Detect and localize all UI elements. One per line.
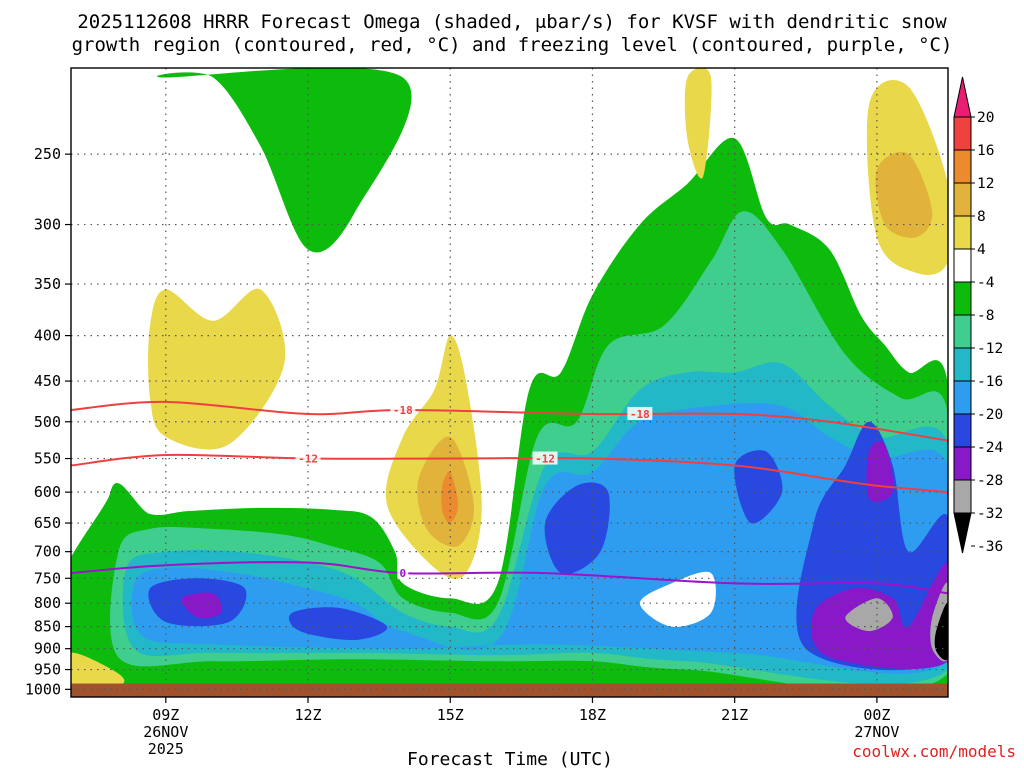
chart-title-line-1: 2025112608 HRRR Forecast Omega (shaded, … bbox=[77, 11, 947, 33]
x-tick-label: 18Z bbox=[579, 706, 606, 724]
colorbar-label: -32 bbox=[977, 506, 1003, 522]
colorbar-label: -24 bbox=[977, 440, 1003, 456]
x-tick-label: 12Z bbox=[294, 706, 321, 724]
svg-text:0: 0 bbox=[400, 567, 407, 580]
plot-frame bbox=[70, 67, 949, 698]
omega-region--20-7 bbox=[544, 482, 610, 575]
colorbar-label: -16 bbox=[977, 374, 1003, 390]
colorbar-segment bbox=[953, 215, 972, 250]
colorbar-top-arrow bbox=[953, 76, 972, 118]
colorbar-segment bbox=[953, 182, 972, 217]
omega-region--20-8 bbox=[734, 450, 783, 524]
colorbar: 20 16 12 8 4 -4 -8 -12 -16 -20 -24 -28 -32 -36 bbox=[953, 76, 1003, 555]
y-tick-label: 1000 bbox=[25, 680, 61, 698]
colorbar-label: 12 bbox=[977, 176, 994, 192]
colorbar-label: -36 bbox=[977, 539, 1003, 555]
x-tick-label: 15Z bbox=[437, 706, 464, 724]
omega-region--20-6 bbox=[288, 607, 388, 641]
omega-region--28-13 bbox=[845, 598, 893, 632]
temperature-contour--12 bbox=[71, 453, 948, 494]
colorbar-segment bbox=[953, 248, 972, 283]
contour-label--18: -18 bbox=[627, 406, 653, 421]
omega-region--4-0 bbox=[157, 68, 412, 253]
colorbar-label: 20 bbox=[977, 110, 994, 126]
colorbar-segment bbox=[953, 413, 972, 448]
svg-text:-12: -12 bbox=[298, 453, 318, 466]
colorbar-segment bbox=[953, 281, 972, 316]
y-tick-label: 950 bbox=[34, 661, 61, 679]
x-tick-date: 27NOV bbox=[854, 723, 899, 741]
y-tick-label: 600 bbox=[34, 483, 61, 501]
y-tick-label: 650 bbox=[34, 514, 61, 532]
y-tick-label: 250 bbox=[34, 145, 61, 163]
terrain-surface bbox=[71, 683, 948, 697]
y-tick-label: 350 bbox=[34, 275, 61, 293]
omega-region-0-24 bbox=[639, 571, 716, 627]
svg-text:-18: -18 bbox=[630, 408, 650, 421]
y-tick-label: 750 bbox=[34, 569, 61, 587]
colorbar-segment bbox=[953, 446, 972, 481]
colorbar-segment bbox=[953, 479, 972, 514]
x-tick-label: 00Z bbox=[863, 706, 890, 724]
contour-label-0: 0 bbox=[397, 566, 409, 580]
temperature-contour-0 bbox=[71, 561, 948, 595]
colorbar-segment bbox=[953, 116, 972, 151]
chart-title-line-2: growth region (contoured, red, °C) and f… bbox=[72, 34, 953, 56]
watermark-text: coolwx.com/models bbox=[852, 742, 1016, 761]
x-tick-date: 26NOV bbox=[143, 723, 188, 741]
colorbar-label: -20 bbox=[977, 407, 1003, 423]
x-tick-label: 21Z bbox=[721, 706, 748, 724]
omega-region--24-10 bbox=[181, 592, 222, 619]
colorbar-label: 8 bbox=[977, 209, 986, 225]
svg-text:-18: -18 bbox=[393, 404, 413, 417]
colorbar-segment bbox=[953, 149, 972, 184]
omega-region-4-23 bbox=[71, 652, 125, 689]
y-tick-label: 850 bbox=[34, 618, 61, 636]
contour-label--12: -12 bbox=[295, 451, 321, 466]
contour-label--18: -18 bbox=[390, 402, 416, 417]
contour-label--12: -12 bbox=[532, 451, 558, 466]
plot-area bbox=[71, 68, 948, 697]
svg-text:-12: -12 bbox=[535, 453, 555, 466]
colorbar-segment bbox=[953, 347, 972, 382]
y-tick-label: 400 bbox=[34, 327, 61, 345]
contour-layer: -18 -18 -12 -12 0 bbox=[71, 400, 948, 595]
y-tick-label: 500 bbox=[34, 413, 61, 431]
colorbar-label: -8 bbox=[977, 308, 994, 324]
y-tick-label: 900 bbox=[34, 640, 61, 658]
x-tick-year: 2025 bbox=[148, 740, 184, 758]
y-tick-label: 450 bbox=[34, 372, 61, 390]
colorbar-label: -12 bbox=[977, 341, 1003, 357]
x-tick-label: 09Z bbox=[152, 706, 179, 724]
colorbar-label: -28 bbox=[977, 473, 1003, 489]
temperature-contour--18 bbox=[71, 400, 948, 442]
x-axis-label: Forecast Time (UTC) bbox=[407, 749, 613, 768]
y-tick-label: 550 bbox=[34, 450, 61, 468]
colorbar-label: -4 bbox=[977, 275, 995, 291]
colorbar-label: 4 bbox=[977, 242, 986, 258]
y-tick-label: 300 bbox=[34, 216, 61, 234]
y-tick-label: 700 bbox=[34, 543, 61, 561]
colorbar-segment bbox=[953, 380, 972, 415]
axes-layer: 250 300 350 400 450 500 550 600 650 700 750 800 850 9… bbox=[25, 67, 949, 758]
omega-region--32-15 bbox=[934, 602, 948, 661]
colorbar-segment bbox=[953, 314, 972, 349]
colorbar-label: 16 bbox=[977, 143, 994, 159]
colorbar-bottom-arrow bbox=[953, 512, 972, 554]
omega-region-8-21 bbox=[875, 151, 933, 238]
omega-region-4-22 bbox=[684, 68, 712, 179]
y-tick-label: 800 bbox=[34, 594, 61, 612]
